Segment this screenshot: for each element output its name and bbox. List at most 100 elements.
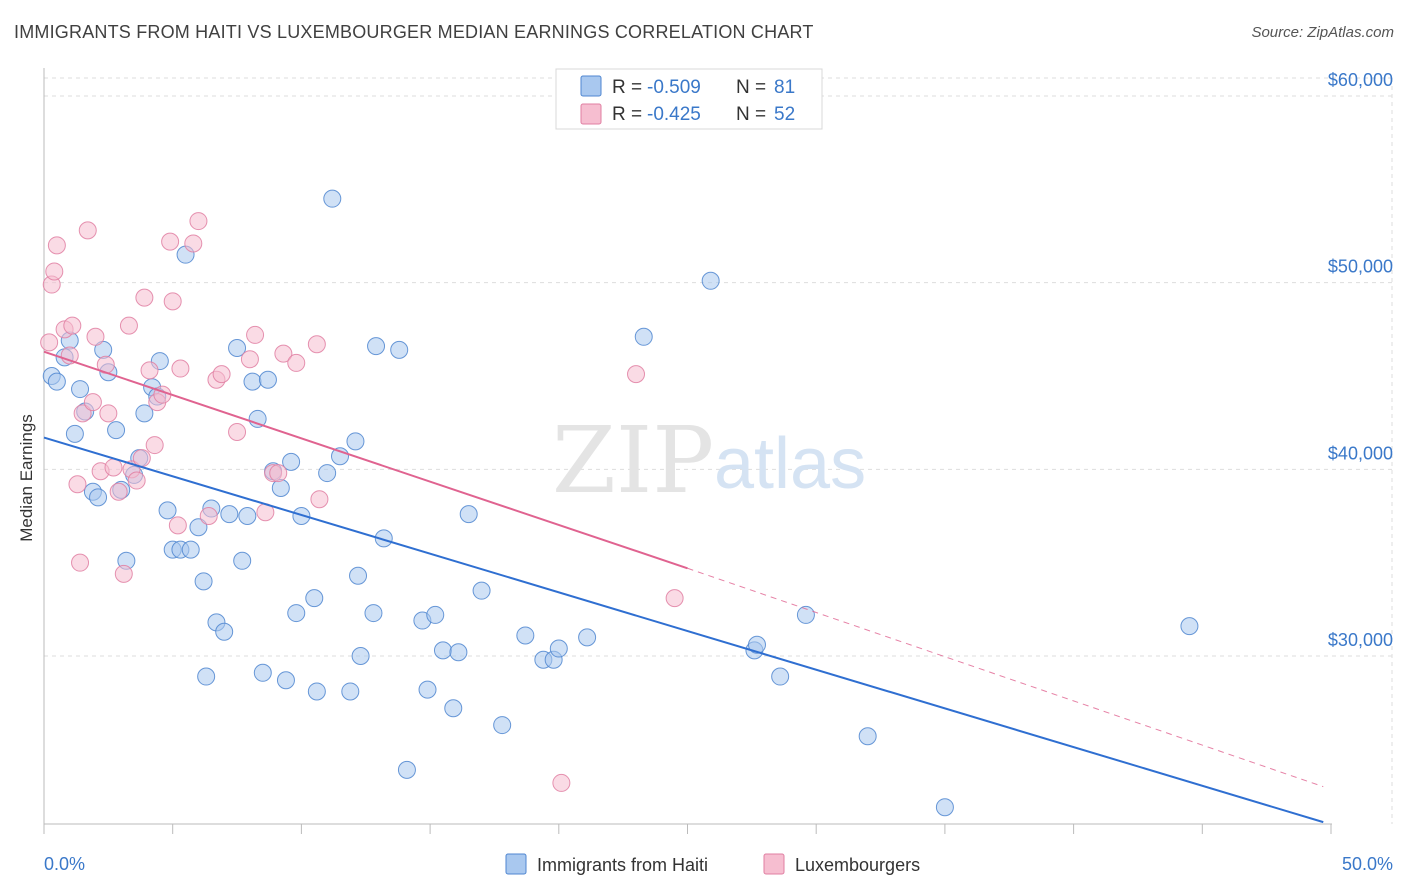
haiti-point xyxy=(367,337,386,356)
haiti-point xyxy=(747,635,766,654)
haiti-point xyxy=(549,639,568,658)
stats-r-label-2: R = xyxy=(612,104,642,125)
haiti-point xyxy=(243,372,262,391)
lux-point xyxy=(145,436,164,455)
y-tick-label: $40,000 xyxy=(1328,443,1393,463)
legend-label-lux: Luxembourgers xyxy=(795,855,920,875)
haiti-point xyxy=(418,680,437,699)
haiti-point xyxy=(449,643,468,662)
watermark-zip: ZIP xyxy=(552,407,714,514)
stats-swatch-lux xyxy=(580,103,602,125)
lux-point xyxy=(212,365,231,384)
lux-point xyxy=(287,353,306,372)
haiti-point xyxy=(89,488,108,507)
lux-point xyxy=(140,361,159,380)
lux-point xyxy=(68,475,87,494)
stats-n-label-1: N = xyxy=(736,77,766,98)
haiti-point xyxy=(426,605,445,624)
lux-point xyxy=(269,464,288,483)
haiti-point xyxy=(1180,617,1199,636)
haiti-point xyxy=(364,604,383,623)
chart-title: IMMIGRANTS FROM HAITI VS LUXEMBOURGER ME… xyxy=(14,22,814,42)
legend: Immigrants from Haiti Luxembourgers xyxy=(505,853,920,875)
haiti-point xyxy=(351,647,370,665)
lux-point xyxy=(240,350,259,369)
y-tick-label: $50,000 xyxy=(1328,257,1393,277)
haiti-point xyxy=(472,581,491,600)
chart-source: Source: ZipAtlas.com xyxy=(1251,24,1394,41)
lux-point xyxy=(135,288,154,307)
stats-n-value-2: 52 xyxy=(774,104,795,125)
lux-point xyxy=(161,232,180,251)
lux-point xyxy=(47,236,66,255)
haiti-point xyxy=(158,501,177,520)
stats-r-value-2: -0.425 xyxy=(647,104,701,125)
lux-trend-line-extension xyxy=(687,567,1324,788)
haiti-point xyxy=(238,507,257,525)
haiti-point xyxy=(459,505,478,524)
haiti-point xyxy=(341,682,360,701)
lux-point xyxy=(114,564,133,583)
haiti-point xyxy=(215,622,234,641)
haiti-point xyxy=(194,572,213,591)
axis-layer: $30,000 $40,000 $50,000 $60,000 0.0% 50.0% xyxy=(43,68,1393,874)
lux-point xyxy=(104,458,123,477)
legend-label-haiti: Immigrants from Haiti xyxy=(537,855,708,875)
haiti-point xyxy=(228,339,247,357)
legend-swatch-lux xyxy=(763,853,785,875)
haiti-point xyxy=(444,699,463,718)
haiti-trend-line xyxy=(43,436,1324,824)
lux-point xyxy=(109,482,128,501)
lux-point xyxy=(71,553,90,572)
haiti-point xyxy=(220,505,239,524)
trend-layer xyxy=(43,350,1324,824)
stats-box: R = -0.509 N = 81 R = -0.425 N = 52 xyxy=(555,68,823,130)
haiti-point xyxy=(65,424,84,443)
haiti-point xyxy=(397,760,416,779)
haiti-point xyxy=(323,189,342,208)
lux-point xyxy=(127,471,146,490)
haiti-point xyxy=(390,340,409,359)
haiti-point xyxy=(282,452,301,471)
haiti-point xyxy=(271,479,290,497)
lux-trend-line xyxy=(43,350,688,570)
lux-point xyxy=(73,404,92,423)
lux-point xyxy=(163,292,182,311)
haiti-point xyxy=(516,626,535,645)
haiti-point xyxy=(135,404,154,423)
lux-point xyxy=(63,316,82,335)
haiti-point xyxy=(276,671,295,690)
stats-n-label-2: N = xyxy=(736,104,766,125)
haiti-point xyxy=(346,432,365,451)
haiti-point xyxy=(307,682,326,701)
lux-point xyxy=(199,507,218,525)
lux-point xyxy=(78,221,97,240)
haiti-point xyxy=(287,604,306,623)
haiti-point xyxy=(305,589,324,608)
lux-point xyxy=(627,365,646,384)
y-tick-label: $60,000 xyxy=(1328,70,1393,90)
lux-point xyxy=(184,234,203,253)
lux-point xyxy=(86,327,105,346)
legend-swatch-haiti xyxy=(505,853,527,875)
y-axis-title: Median Earnings xyxy=(17,414,36,542)
x-tick-label: 50.0% xyxy=(1342,854,1393,874)
haiti-point xyxy=(634,327,653,346)
lux-point xyxy=(83,393,102,412)
lux-point xyxy=(99,404,118,423)
haiti-point xyxy=(935,798,954,817)
haiti-point xyxy=(258,370,277,389)
haiti-point xyxy=(197,667,216,686)
watermark: ZIP atlas xyxy=(552,407,866,514)
watermark-atlas: atlas xyxy=(714,424,866,504)
lux-point xyxy=(246,325,265,344)
lux-point xyxy=(45,262,64,281)
stats-r-label-1: R = xyxy=(612,77,642,98)
haiti-point xyxy=(107,421,126,440)
haiti-point xyxy=(189,518,208,537)
lux-point xyxy=(171,359,190,378)
haiti-point xyxy=(578,628,597,647)
lux-point xyxy=(228,423,247,441)
lux-point xyxy=(552,773,571,792)
haiti-point xyxy=(858,727,877,746)
